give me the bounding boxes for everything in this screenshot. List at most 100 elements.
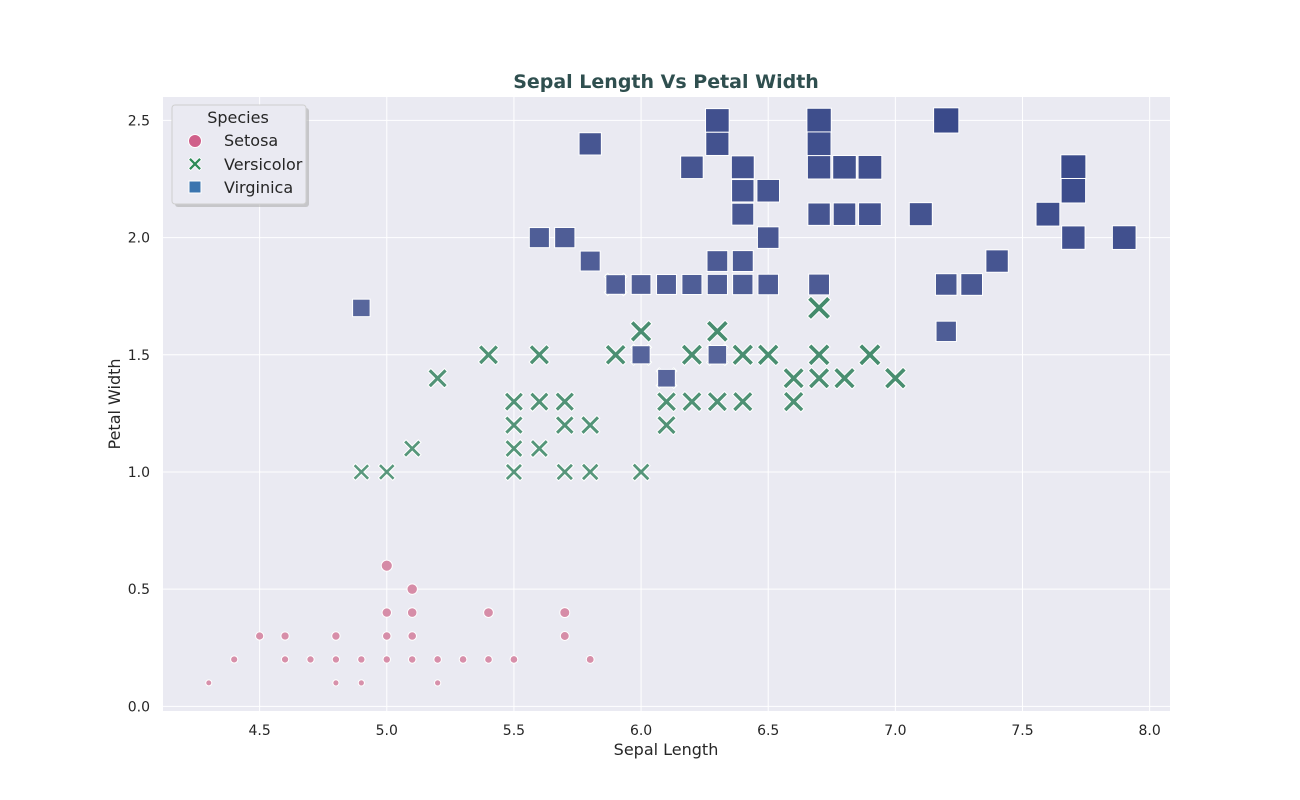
versicolor-point [807,343,831,367]
y-tick-label: 2.0 [128,231,150,247]
virginica-point [680,155,704,180]
versicolor-point [477,343,500,366]
y-tick-label: 2.5 [128,113,150,129]
virginica-point [705,131,730,156]
y-axis-label: Petal Width [105,358,124,449]
versicolor-point [883,366,908,390]
virginica-point [706,273,728,296]
versicolor-point [402,439,422,459]
setosa-point [331,655,341,664]
versicolor-point [554,414,575,436]
setosa-point [382,631,392,641]
versicolor-point [731,343,755,367]
versicolor-point [580,462,600,482]
virginica-point [705,108,730,133]
setosa-point [357,655,366,664]
versicolor-point [680,343,704,367]
versicolor-point [631,462,651,482]
setosa-point [280,655,290,664]
legend-box [171,104,307,205]
legend-entry-setosa: Setosa [224,131,278,150]
y-tick-labels: 0.0 0.5 1.0 1.5 2.0 2.5 [128,113,150,715]
x-tick-label: 6.0 [630,723,652,739]
setosa-point [205,679,213,687]
setosa-point [509,655,519,664]
virginica-point [631,345,651,365]
versicolor-point [528,391,550,413]
virginica-point [706,250,729,272]
legend-circle-marker [188,134,202,148]
versicolor-point [555,462,575,482]
virginica-point [832,155,857,180]
x-tick-label: 6.5 [757,723,779,739]
versicolor-point [782,366,806,390]
virginica-point [1061,225,1086,250]
virginica-point [806,107,832,134]
x-tick-label: 5.5 [503,723,525,739]
x-tick-label: 7.5 [1011,723,1033,739]
setosa-point [306,655,315,664]
setosa-point [407,655,417,664]
virginica-point [554,226,576,249]
versicolor-point [503,415,524,436]
setosa-point [406,583,418,595]
versicolor-point [706,390,729,413]
chart-title: Sepal Length Vs Petal Width [513,71,819,93]
virginica-point [757,273,779,296]
virginica-point [579,250,601,272]
versicolor-point [782,390,805,413]
versicolor-point [807,366,831,390]
y-tick-label: 0.5 [128,582,150,598]
setosa-point [559,631,570,641]
setosa-point [332,679,340,687]
virginica-point [1111,225,1137,250]
versicolor-point [806,295,832,321]
x-tick-label: 8.0 [1139,723,1161,739]
versicolor-point [377,462,396,482]
legend-x-marker [187,156,203,172]
y-tick-label: 0.0 [128,699,150,715]
virginica-point [756,226,780,249]
virginica-point [1060,154,1087,181]
versicolor-point [681,390,703,413]
virginica-point [933,107,960,134]
virginica-point [756,178,781,203]
virginica-point [731,179,755,203]
virginica-point [934,273,958,296]
versicolor-point [731,390,754,413]
virginica-point [857,154,883,180]
x-tick-labels: 4.5 5.0 5.5 6.0 6.5 7.0 7.5 8.0 [248,723,1160,739]
setosa-point [230,655,239,664]
virginica-point [731,250,754,272]
versicolor-point [579,414,601,436]
setosa-point [280,631,290,641]
setosa-point [434,679,442,687]
virginica-point [656,274,677,295]
versicolor-point [529,438,550,459]
setosa-point [406,607,418,618]
versicolor-point [705,319,730,344]
virginica-point [657,368,676,388]
versicolor-point [427,367,449,389]
setosa-point [433,655,442,664]
versicolor-point [504,462,524,482]
versicolor-point [528,343,551,366]
virginica-point [707,345,728,365]
virginica-point [858,202,882,227]
setosa-point [331,631,341,641]
virginica-point [630,274,652,295]
virginica-point [732,273,754,296]
setosa-point [484,655,493,664]
legend: Species Setosa Versicolor Virginica [171,104,309,207]
setosa-point [382,655,392,664]
x-tick-label: 4.5 [248,723,270,739]
virginica-point [935,320,957,343]
virginica-point [832,202,857,226]
x-tick-label: 5.0 [376,723,398,739]
versicolor-point [504,438,524,459]
virginica-point [730,155,755,180]
virginica-point [806,131,832,157]
virginica-point [578,132,602,156]
versicolor-point [503,391,525,413]
